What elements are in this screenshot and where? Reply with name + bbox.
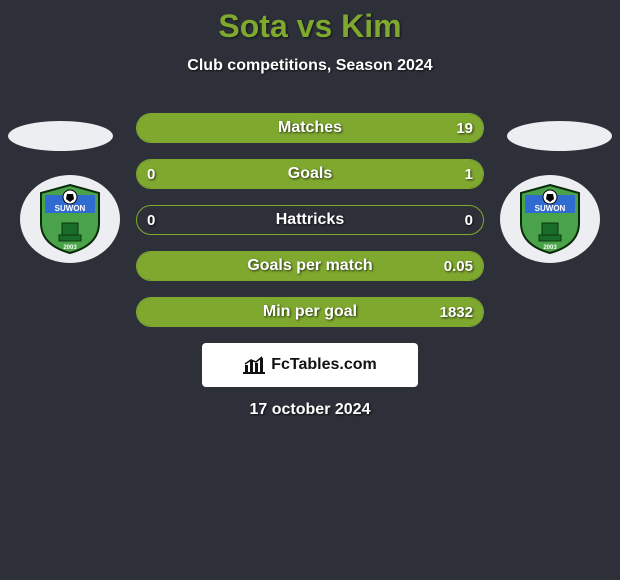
stat-label: Goals per match: [137, 252, 483, 280]
stat-row: 19Matches: [136, 113, 484, 143]
stat-row: 01Goals: [136, 159, 484, 189]
suwon-crest-icon: SUWON 2003: [517, 183, 583, 255]
svg-text:2003: 2003: [543, 245, 557, 251]
stat-row: 00Hattricks: [136, 205, 484, 235]
left-team-crest: SUWON 2003: [20, 175, 120, 263]
crest-text: SUWON: [55, 204, 86, 213]
left-team-placeholder: [8, 121, 113, 151]
page-title: Sota vs Kim: [0, 8, 620, 45]
stat-label: Hattricks: [137, 206, 483, 234]
stat-label: Goals: [137, 160, 483, 188]
brand-text: FcTables.com: [271, 356, 377, 374]
stat-rows: 19Matches 01Goals 00Hattricks 0.05Goals per…: [136, 113, 484, 327]
suwon-crest-icon: SUWON 2003: [37, 183, 103, 255]
stat-label: Min per goal: [137, 298, 483, 326]
chart-icon: [243, 355, 265, 375]
right-team-placeholder: [507, 121, 612, 151]
comparison-card: Sota vs Kim Club competitions, Season 20…: [0, 0, 620, 419]
stat-row: 0.05Goals per match: [136, 251, 484, 281]
brand-link[interactable]: FcTables.com: [202, 343, 418, 387]
comparison-area: SUWON 2003 SUWON 2003: [0, 113, 620, 419]
stat-label: Matches: [137, 114, 483, 142]
svg-text:2003: 2003: [63, 245, 77, 251]
stat-row: 1832Min per goal: [136, 297, 484, 327]
right-team-crest: SUWON 2003: [500, 175, 600, 263]
subtitle: Club competitions, Season 2024: [0, 57, 620, 75]
date-label: 17 october 2024: [0, 401, 620, 419]
svg-text:SUWON: SUWON: [535, 204, 566, 213]
